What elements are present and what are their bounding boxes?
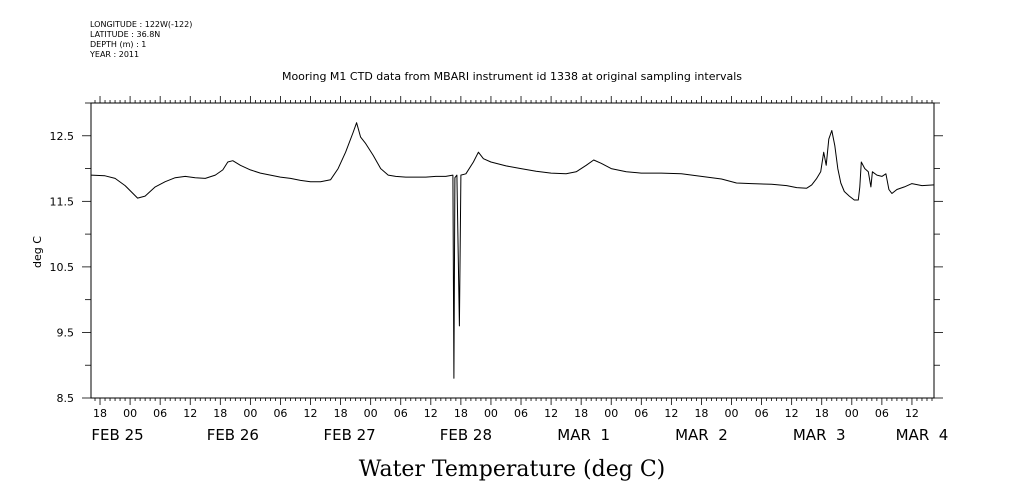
x-tick-label: 06 [394,407,408,420]
x-tick-label: 12 [544,407,558,420]
x-tick-label: 00 [725,407,739,420]
x-day-label: FEB 26 [207,426,259,444]
x-tick-label: 18 [334,407,348,420]
x-axis-label: Water Temperature (deg C) [359,457,666,482]
plot-frame [90,102,935,399]
x-tick-label: 12 [183,407,197,420]
x-tick-label: 18 [454,407,468,420]
meta-year: YEAR : 2011 [90,50,140,59]
y-tick-label: 9.5 [57,326,75,339]
x-tick-label: 00 [484,407,498,420]
chart-title: Mooring M1 CTD data from MBARI instrumen… [282,70,742,83]
x-tick-label: 00 [845,407,859,420]
x-tick-label: 18 [93,407,107,420]
x-day-label: FEB 27 [323,426,375,444]
x-tick-label: 12 [424,407,438,420]
x-tick-label: 06 [875,407,889,420]
series-line-water-temperature [90,122,935,379]
y-tick-label: 8.5 [57,392,75,405]
plot-area [90,122,935,379]
x-tick-label: 00 [604,407,618,420]
x-day-label: MAR 2 [675,426,728,444]
x-day-label: MAR 1 [557,426,610,444]
x-tick-label: 00 [243,407,257,420]
x-tick-label: 18 [815,407,829,420]
x-day-label: FEB 28 [440,426,492,444]
x-tick-label: 06 [514,407,528,420]
x-tick-label: 00 [364,407,378,420]
x-day-label: MAR 4 [896,426,949,444]
x-tick-label: 06 [273,407,287,420]
metadata-block: LONGITUDE : 122W(-122) LATITUDE : 36.8N … [90,20,192,60]
x-tick-label: 06 [755,407,769,420]
x-tick-label: 18 [213,407,227,420]
x-tick-label: 06 [153,407,167,420]
meta-latitude: LATITUDE : 36.8N [90,30,161,39]
x-tick-label: 18 [694,407,708,420]
meta-longitude: LONGITUDE : 122W(-122) [90,20,193,29]
x-tick-label: 12 [664,407,678,420]
x-tick-label: 06 [634,407,648,420]
x-tick-label: 00 [123,407,137,420]
x-day-label: FEB 25 [91,426,143,444]
axes: 18 00 06 12 18 00 06 12 18 00 06 12 18 00 06 12 18 00 06 12… [50,96,949,444]
x-tick-label: 12 [304,407,318,420]
x-tick-label: 12 [905,407,919,420]
y-tick-label: 12.5 [50,130,75,143]
y-axis-label: deg C [31,236,44,268]
y-tick-label: 11.5 [50,195,75,208]
x-day-label: MAR 3 [793,426,846,444]
x-tick-label: 12 [785,407,799,420]
y-tick-label: 10.5 [50,261,75,274]
meta-depth: DEPTH (m) : 1 [90,40,147,49]
x-tick-label: 18 [574,407,588,420]
